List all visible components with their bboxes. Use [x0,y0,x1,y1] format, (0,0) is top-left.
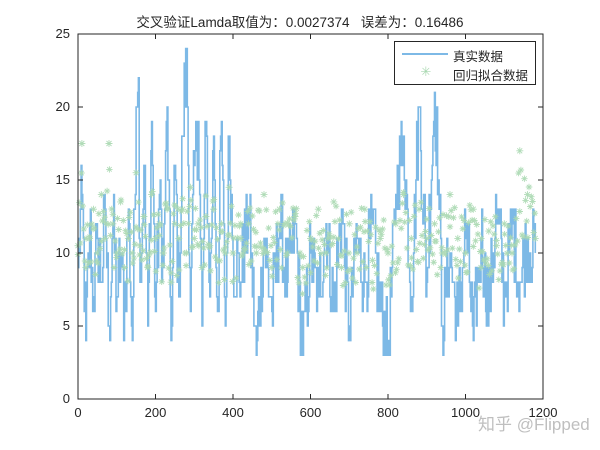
axes [77,33,544,400]
x-tick-label: 0 [74,405,82,420]
line-swatch-icon [402,53,448,55]
asterisk-marker-icon: ✳ [420,64,432,79]
chart-title: 交叉验证Lamda取值为：0.0027374 误差为：0.16486 [136,15,464,30]
legend-item-fitted-data: ✳ 回归拟合数据 [395,64,535,83]
x-tick-label: 200 [144,405,167,420]
x-tick-label: 800 [377,405,399,420]
y-tick-label: 25 [55,26,70,41]
x-tick-label: 1200 [528,405,558,420]
y-tick-label: 10 [55,245,70,260]
legend-label: 真实数据 [453,49,504,64]
x-tick-label: 400 [222,405,244,420]
x-tick-label: 1000 [451,405,480,420]
legend: 真实数据 ✳ 回归拟合数据 [394,41,536,85]
legend-item-true-data: 真实数据 [395,45,535,64]
y-tick-label: 15 [55,172,70,187]
y-tick-label: 5 [62,318,70,333]
x-tick-label: 600 [299,405,322,420]
series-true-data [78,47,537,356]
y-tick-label: 20 [55,99,70,114]
legend-label: 回归拟合数据 [453,68,529,83]
watermark: 知乎 @Flipped [478,415,590,434]
y-tick-label: 0 [62,391,70,406]
